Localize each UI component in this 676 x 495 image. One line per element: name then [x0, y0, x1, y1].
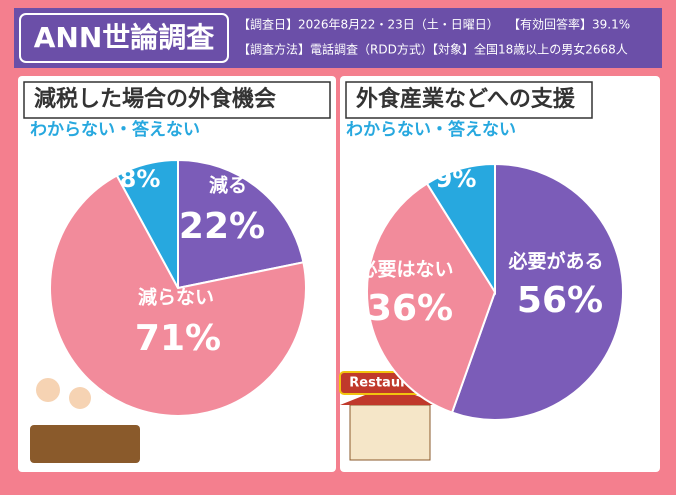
- slice-label: わからない・答えない: [30, 119, 200, 140]
- pie-slice: [366, 182, 497, 414]
- pie-slice: [49, 174, 307, 417]
- header-info: 【有効回答率】39.1%: [508, 17, 630, 32]
- pie-slice: [450, 162, 624, 421]
- header-info: 【対象】全国18歳以上の男女2668人: [426, 42, 628, 57]
- value-label: 9%: [436, 165, 477, 193]
- value-label: 8%: [120, 165, 161, 193]
- slice-label: 必要がある: [507, 250, 603, 273]
- pie-slice: [425, 162, 496, 296]
- pie-slice: [177, 158, 305, 290]
- value-label: 22%: [179, 206, 265, 247]
- slice-label: 減らない: [138, 286, 214, 309]
- panel-title-frame: [23, 81, 331, 119]
- value-label: 56%: [517, 280, 603, 321]
- header-info: 【調査方法】電話調査（RDD方式）: [238, 42, 433, 57]
- chart-title: 外食産業などへの支援: [356, 86, 576, 112]
- slice-label: 必要はない: [357, 258, 453, 281]
- pie-slice: [115, 158, 179, 289]
- value-label: 36%: [367, 288, 453, 329]
- header-title: ANN世論調査: [34, 21, 215, 54]
- value-label: 71%: [135, 318, 221, 359]
- slice-label: わからない・答えない: [346, 119, 516, 140]
- chart-title: 減税した場合の外食機会: [34, 86, 276, 112]
- header-info: 【調査日】2026年8月22・23日（土・日曜日）: [238, 18, 499, 32]
- title-frame: [19, 13, 229, 63]
- slice-label: 減る: [209, 174, 247, 197]
- panel-title-frame: [345, 81, 593, 119]
- header-band: [14, 8, 662, 68]
